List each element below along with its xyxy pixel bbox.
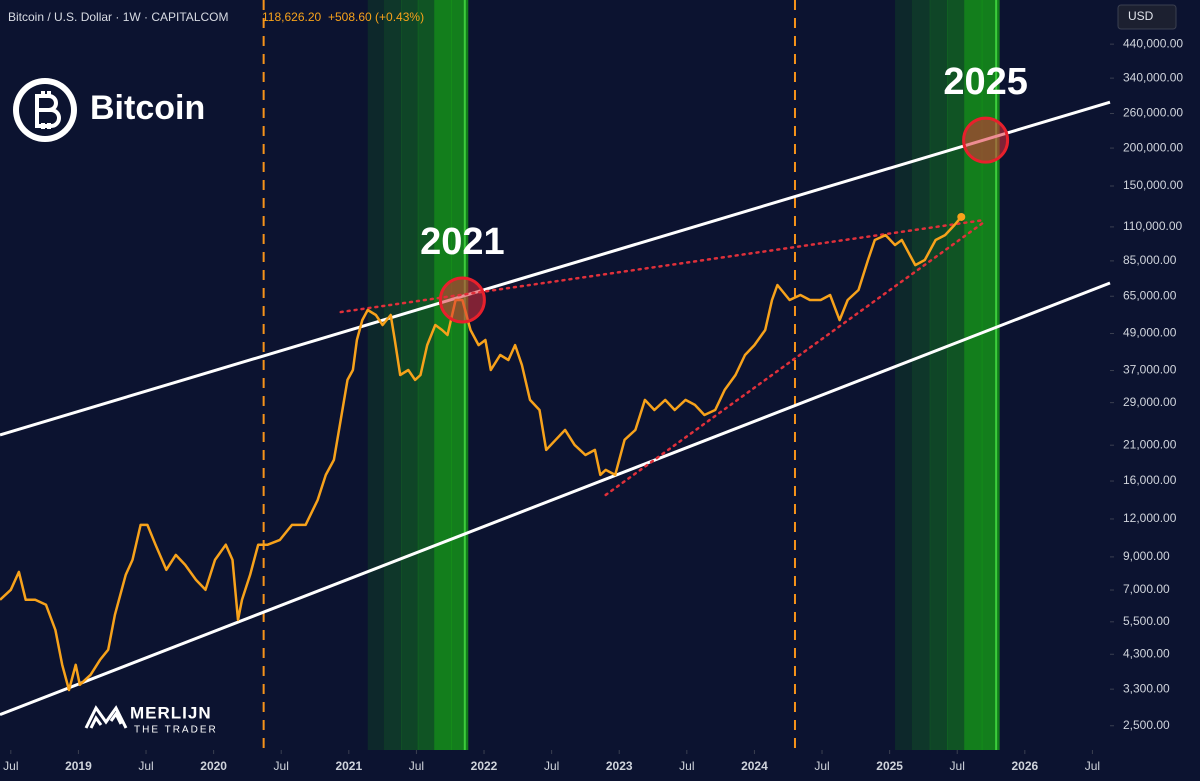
y-tick-label: 7,000.00 [1123,582,1170,596]
y-tick-label: 9,000.00 [1123,549,1170,563]
highlight-circle [962,116,1010,164]
bitcoin-logo [13,78,77,142]
trendline [0,281,1111,717]
trendline [339,218,986,314]
band-strip [964,0,983,750]
band-strip [895,0,913,750]
x-tick-label: 2026 [1011,759,1038,773]
x-tick-label: 2022 [471,759,498,773]
x-tick-label: Jul [679,759,694,773]
year-annotation: 2021 [420,221,505,263]
trendline [604,220,986,497]
y-tick-label: 2,500.00 [1123,718,1170,732]
watermark-logo [84,705,128,729]
y-tick-label: 200,000.00 [1123,140,1183,154]
y-tick-label: 12,000.00 [1123,511,1177,525]
currency[interactable]: USD [1128,9,1154,23]
last-point [957,212,966,221]
x-tick-label: 2023 [606,759,633,773]
watermark-name: MERLIJN [130,703,212,722]
y-tick-label: 21,000.00 [1123,437,1177,451]
y-tick-label: 29,000.00 [1123,395,1177,409]
y-tick-label: 85,000.00 [1123,253,1177,267]
symbol: Bitcoin / U.S. Dollar · 1W · CAPITALCOM [8,10,228,24]
price: 118,626.20 [262,10,321,24]
y-tick-label: 110,000.00 [1123,219,1182,233]
currency-box[interactable] [1117,4,1177,30]
x-tick-label: 2024 [741,759,768,773]
year-annotation: 2025 [943,61,1028,103]
x-tick-label: 2020 [200,759,227,773]
y-tick-label: 260,000.00 [1123,106,1183,120]
x-tick-label: Jul [1085,759,1100,773]
band-strip [947,0,965,750]
band-strip [434,0,452,750]
highlight-circle [438,276,486,324]
x-tick-label: Jul [274,759,289,773]
band-strip [929,0,948,750]
y-tick-label: 340,000.00 [1123,70,1183,84]
x-tick-label: Jul [950,759,965,773]
y-tick-label: 440,000.00 [1123,36,1183,50]
x-tick-label: Jul [814,759,829,773]
band-strip [367,0,385,750]
x-tick-label: Jul [409,759,424,773]
x-tick-label: 2021 [335,759,362,773]
band-strip [401,0,419,750]
watermark-tagline: THE TRADER [134,725,218,736]
x-tick-label: Jul [3,759,18,773]
y-tick-label: 5,500.00 [1123,614,1170,628]
change: +508.60 (+0.43%) [328,10,424,24]
band-strip [912,0,931,750]
y-tick-label: 49,000.00 [1123,326,1177,340]
x-tick-label: Jul [544,759,559,773]
y-tick-label: 150,000.00 [1123,178,1183,192]
trendline [0,100,1111,437]
y-tick-label: 4,300.00 [1123,646,1170,660]
y-tick-label: 3,300.00 [1123,681,1170,695]
y-tick-label: 37,000.00 [1123,363,1177,377]
x-tick-label: 2025 [876,759,903,773]
x-tick-label: 2019 [65,759,92,773]
band-strip [417,0,435,750]
brand: Bitcoin [90,89,205,127]
y-tick-label: 16,000.00 [1123,473,1177,487]
y-tick-label: 65,000.00 [1123,288,1177,302]
x-tick-label: Jul [138,759,153,773]
